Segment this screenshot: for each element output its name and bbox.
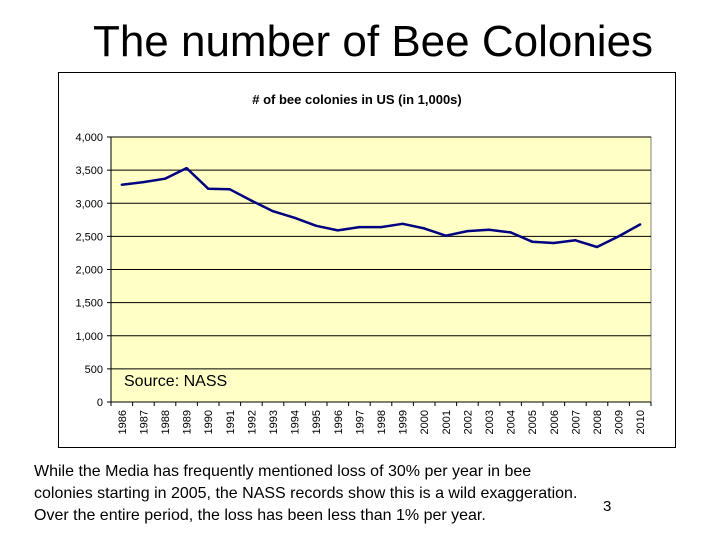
slide-title: The number of Bee Colonies (92, 17, 654, 66)
data-point (401, 222, 404, 225)
y-tick-label: 0 (97, 397, 103, 409)
x-tick-label: 1986 (117, 410, 129, 434)
x-tick-label: 1989 (182, 410, 194, 434)
data-point (142, 180, 145, 184)
x-tick-label: 2001 (441, 410, 453, 434)
data-point (509, 231, 512, 234)
x-tick-label: 2004 (506, 410, 518, 434)
x-tick-label: 2003 (484, 410, 496, 434)
x-tick-label: 1995 (311, 410, 323, 434)
x-tick-label: 1992 (246, 410, 258, 434)
x-tick-label: 2006 (549, 410, 561, 434)
data-point (271, 210, 275, 213)
y-tick-label: 1,500 (75, 298, 103, 310)
caption-line: colonies starting in 2005, the NASS reco… (34, 485, 578, 502)
data-point (487, 228, 491, 231)
data-point (379, 225, 383, 229)
x-tick-label: 1996 (333, 410, 345, 434)
data-point (552, 241, 555, 245)
data-point (250, 199, 253, 202)
x-tick-label: 1990 (203, 410, 215, 434)
data-point (315, 224, 318, 227)
y-tick-label: 3,000 (75, 198, 103, 210)
x-tick-label: 1993 (268, 410, 280, 434)
data-point (358, 225, 361, 229)
data-point (639, 223, 642, 226)
y-tick-label: 1,000 (75, 331, 103, 343)
data-point (228, 188, 231, 191)
data-point (444, 234, 447, 237)
x-tick-label: 2000 (419, 410, 431, 434)
x-tick-label: 2010 (635, 410, 647, 434)
x-tick-label: 1994 (290, 410, 302, 434)
y-tick-label: 2,000 (75, 265, 103, 277)
y-tick-label: 4,000 (75, 132, 103, 144)
x-tick-label: 1991 (225, 410, 237, 434)
x-tick-label: 2007 (570, 410, 582, 434)
page-number: 3 (603, 498, 612, 515)
x-tick-label: 2008 (592, 410, 604, 434)
data-point (595, 245, 599, 249)
x-tick-label: 1998 (376, 410, 388, 434)
caption-line: While the Media has frequently mentioned… (34, 463, 532, 480)
data-point (120, 183, 123, 186)
data-point (423, 227, 426, 230)
x-tick-label: 1997 (354, 410, 366, 434)
chart-title: # of bee colonies in US (in 1,000s) (252, 92, 462, 107)
caption: While the Media has frequently mentioned… (34, 461, 674, 527)
y-tick-label: 500 (85, 364, 103, 376)
x-tick-label: 2009 (614, 410, 626, 434)
x-tick-label: 2005 (527, 410, 539, 434)
source-label: Source: NASS (122, 372, 230, 392)
y-tick-label: 3,500 (75, 165, 103, 177)
data-point (574, 239, 577, 242)
bee-colonies-line-chart: # of bee colonies in US (in 1,000s) 0 500… (75, 92, 652, 434)
data-point (336, 229, 339, 232)
y-tick-label: 2,500 (75, 231, 103, 243)
data-point (617, 235, 620, 238)
data-point (466, 229, 469, 233)
x-tick-label: 2002 (462, 410, 474, 434)
data-point (163, 177, 167, 180)
x-tick-label: 1987 (138, 410, 150, 434)
data-point (531, 240, 534, 243)
data-point (293, 216, 296, 220)
data-point (185, 166, 188, 170)
x-tick-label: 1988 (160, 410, 172, 434)
x-tick-label: 1999 (398, 410, 410, 434)
caption-line: Over the entire period, the loss has bee… (34, 507, 486, 524)
data-point (207, 187, 210, 190)
